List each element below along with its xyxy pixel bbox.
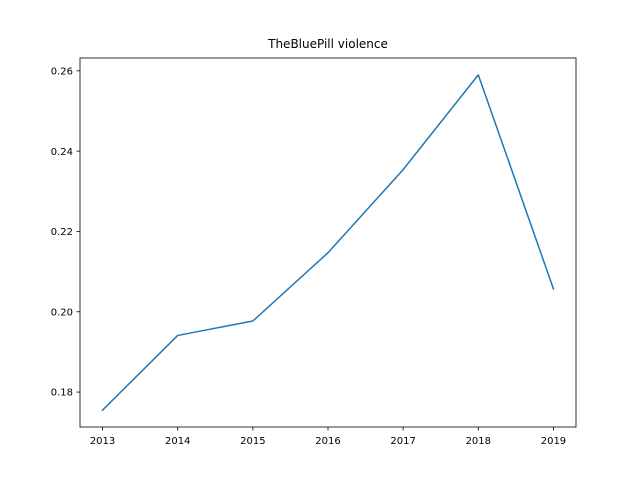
x-tick-label-2013: 2013: [90, 436, 115, 447]
x-tick-label-2018: 2018: [466, 436, 491, 447]
x-tick-label-2019: 2019: [541, 436, 566, 447]
x-tick-label-2016: 2016: [315, 436, 340, 447]
y-tick-label-0.18: 0.18: [51, 388, 73, 399]
series-line: [101, 74, 555, 412]
plot-area: 2013 2014 2015 2016 2017 2018 2019 0.18 0.20 0.22…: [51, 57, 577, 447]
y-tick-label-0.24: 0.24: [51, 147, 73, 158]
chart-title: TheBluePill violence: [267, 37, 388, 51]
x-tick-label-2014: 2014: [165, 436, 190, 447]
y-tick-label-0.20: 0.20: [51, 307, 73, 318]
y-tick-label-0.22: 0.22: [51, 227, 73, 238]
x-tick-label-2015: 2015: [240, 436, 265, 447]
y-tick-label-0.26: 0.26: [51, 66, 73, 77]
x-tick-label-2017: 2017: [390, 436, 415, 447]
